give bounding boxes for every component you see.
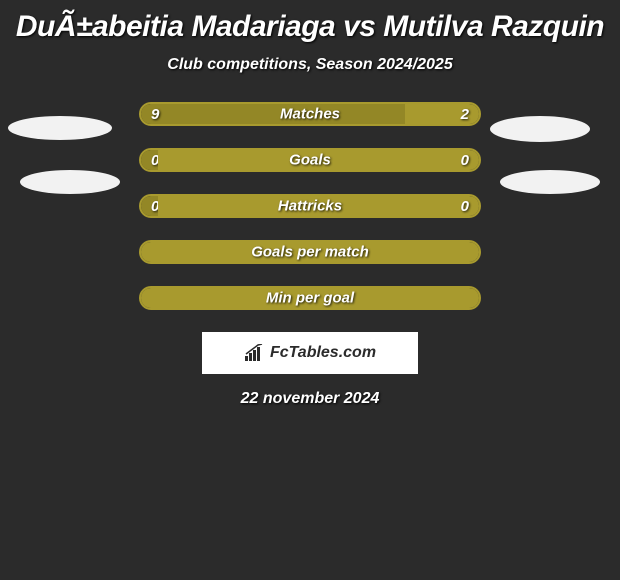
- bar-left-matches: 9: [141, 104, 405, 124]
- label-goals: Goals: [289, 152, 331, 169]
- page-subtitle: Club competitions, Season 2024/2025: [0, 56, 620, 74]
- row-mpg: Min per goal: [0, 286, 620, 310]
- bar-mpg: Min per goal: [139, 286, 481, 310]
- row-goals: 0 0 Goals: [0, 148, 620, 172]
- value-right-matches: 2: [461, 106, 469, 123]
- chart-area: 9 2 Matches 0 0 Goals 0 0 Hattr: [0, 102, 620, 310]
- label-matches: Matches: [280, 106, 340, 123]
- bar-hattricks: 0 0 Hattricks: [139, 194, 481, 218]
- row-hattricks: 0 0 Hattricks: [0, 194, 620, 218]
- label-hattricks: Hattricks: [278, 198, 342, 215]
- value-left-matches: 9: [151, 106, 159, 123]
- row-matches: 9 2 Matches: [0, 102, 620, 126]
- bar-right-matches: 2: [405, 104, 479, 124]
- ellipse-right-2: [500, 170, 600, 194]
- bar-left-goals: 0: [141, 150, 158, 170]
- chart-icon: [244, 344, 266, 362]
- page-title: DuÃ±abeitia Madariaga vs Mutilva Razquin: [0, 0, 620, 44]
- footer-box: FcTables.com: [202, 332, 418, 374]
- footer-logo: FcTables.com: [244, 344, 376, 362]
- bar-matches: 9 2 Matches: [139, 102, 481, 126]
- bar-left-hattricks: 0: [141, 196, 158, 216]
- label-gpm: Goals per match: [251, 244, 369, 261]
- row-gpm: Goals per match: [0, 240, 620, 264]
- bar-goals: 0 0 Goals: [139, 148, 481, 172]
- footer-brand-text: FcTables.com: [270, 344, 376, 362]
- value-right-goals: 0: [461, 152, 469, 169]
- bar-gpm: Goals per match: [139, 240, 481, 264]
- date-text: 22 november 2024: [0, 390, 620, 408]
- ellipse-left-2: [20, 170, 120, 194]
- label-mpg: Min per goal: [266, 290, 354, 307]
- value-right-hattricks: 0: [461, 198, 469, 215]
